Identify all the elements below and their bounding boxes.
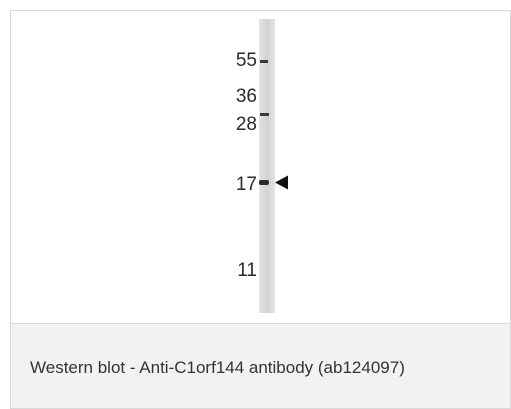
caption-area: Western blot - Anti-C1orf144 antibody (a… <box>11 323 510 408</box>
marker-tick-28 <box>260 113 269 116</box>
marker-label-11: 11 <box>237 260 257 281</box>
marker-tick-55 <box>260 60 268 63</box>
figure-caption: Western blot - Anti-C1orf144 antibody (a… <box>30 358 405 377</box>
blot-graphic <box>259 19 288 313</box>
western-blot-image: 55 36 28 17 11 <box>11 11 510 323</box>
marker-label-36: 36 <box>235 86 257 107</box>
target-band <box>259 180 269 185</box>
marker-label-55: 55 <box>235 50 257 71</box>
marker-label-17: 17 <box>235 174 257 195</box>
band-arrow <box>275 175 288 190</box>
figure-card: 55 36 28 17 11 Western blot - Anti-C1orf… <box>10 10 511 409</box>
marker-label-28: 28 <box>235 114 257 135</box>
blot-lane <box>259 19 275 313</box>
